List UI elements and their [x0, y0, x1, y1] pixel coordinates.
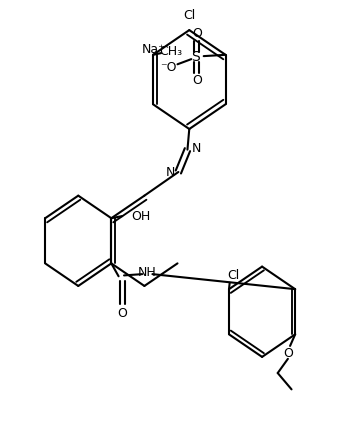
- Text: Cl: Cl: [227, 269, 240, 282]
- Text: O: O: [193, 27, 202, 40]
- Text: N: N: [166, 166, 175, 179]
- Text: N: N: [192, 142, 201, 155]
- Text: S: S: [191, 50, 200, 64]
- Text: O: O: [283, 347, 293, 360]
- Text: ⁻O: ⁻O: [160, 61, 177, 74]
- Text: Na⁺: Na⁺: [142, 43, 166, 56]
- Text: OH: OH: [131, 209, 151, 223]
- Text: CH₃: CH₃: [159, 45, 182, 58]
- Text: O: O: [193, 74, 202, 87]
- Text: NH: NH: [138, 266, 157, 280]
- Text: O: O: [117, 307, 127, 320]
- Text: Cl: Cl: [183, 9, 195, 22]
